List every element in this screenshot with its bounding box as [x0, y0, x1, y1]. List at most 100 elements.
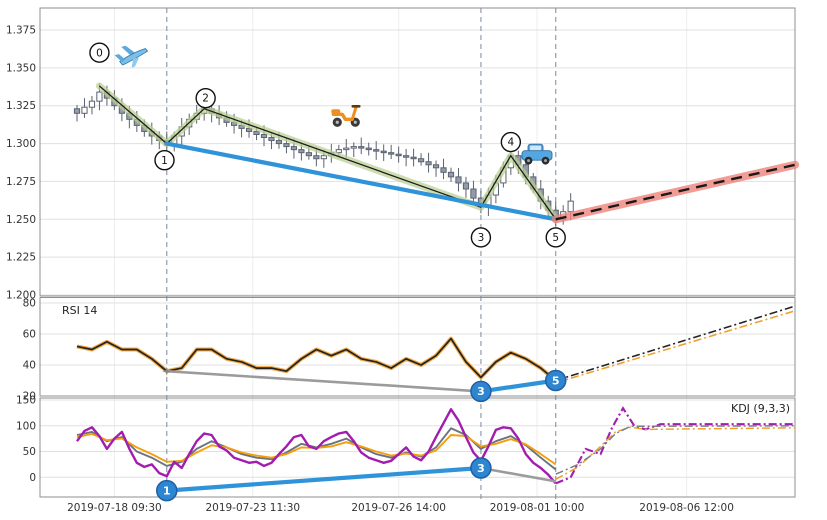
star-marker	[162, 366, 172, 376]
wave-marker-number: 1	[161, 155, 168, 167]
x-axis-tick-label: 2019-07-26 14:00	[351, 502, 446, 514]
rsi-gray-trendline	[166, 369, 481, 393]
candle-body	[73, 108, 81, 114]
candle-body	[410, 156, 417, 160]
candle-body	[358, 146, 365, 149]
candle-body	[470, 188, 477, 199]
kdj-marker-circle	[470, 457, 492, 479]
y-axis-tick-label: 1.200	[6, 290, 36, 302]
kdj-marker-circle	[156, 479, 178, 502]
wave-marker: 2	[195, 87, 216, 109]
candle-body	[298, 149, 305, 154]
y-axis-tick-label: 1.225	[6, 252, 36, 264]
wave-marker: 1	[154, 150, 175, 171]
airplane-shape	[114, 45, 149, 68]
zigzag-line	[98, 85, 557, 220]
trend-line-blue	[164, 141, 558, 222]
kdj-marker: 3	[470, 457, 492, 479]
gridlines: 1.375 1.350 1.325 1.300 1.275 1.250 1.225 1.200…	[6, 8, 795, 497]
candle-body	[290, 146, 298, 151]
wave-marker-circle	[545, 227, 566, 248]
wave-marker: 4	[500, 131, 522, 153]
candle-body	[320, 155, 327, 160]
y-axis-tick-label: 1.250	[6, 214, 36, 226]
y-axis-tick-label: 60	[23, 329, 36, 341]
panel-border	[39, 297, 796, 397]
y-axis-tick-label: 40	[23, 360, 36, 372]
airplane-body	[119, 48, 149, 66]
candle-body	[365, 147, 372, 151]
kdj-gray-trendline	[480, 466, 556, 483]
wave-marker: 0	[89, 42, 110, 63]
rsi-marker: 5	[544, 369, 567, 392]
candle-body	[462, 182, 470, 190]
rsi-line	[76, 337, 557, 382]
wave-marker-number: 5	[552, 232, 559, 244]
candle-body	[283, 143, 290, 148]
candle-body	[380, 150, 387, 154]
y-axis-tick-label: 1.275	[6, 176, 36, 188]
candle-body	[305, 152, 312, 157]
scooter-deck	[331, 112, 354, 121]
candle-body	[245, 127, 253, 132]
rsi-projection-line	[555, 310, 796, 384]
scooter-seat	[331, 109, 341, 114]
wave-marker-circle	[470, 227, 492, 248]
kdj-marker-number: 3	[477, 462, 485, 475]
y-axis-tick-label: 100	[16, 420, 36, 432]
candle-body	[432, 164, 440, 169]
candle-body	[268, 137, 275, 142]
rsi-indicator-label: RSI 14	[62, 304, 97, 317]
rsi-marker-number: 5	[552, 374, 560, 387]
airplane-icon	[114, 45, 149, 68]
airplane-lower-wing	[131, 57, 139, 68]
y-axis-tick-label: 80	[23, 298, 36, 310]
kdj-indicator-label: KDJ (9,3,3)	[731, 402, 790, 415]
wave-marker-number: 2	[202, 93, 209, 105]
candle-body	[388, 152, 395, 155]
candle-body	[425, 161, 432, 166]
x-axis-tick-label: 2019-08-06 12:00	[639, 502, 734, 514]
car-icon	[521, 143, 553, 165]
panel-border	[39, 397, 796, 498]
y-axis-tick-label: 150	[16, 395, 36, 407]
candle-body	[403, 155, 410, 158]
wave-marker: 5	[545, 227, 566, 248]
y-axis-tick-label: 50	[23, 446, 36, 458]
candle-body	[455, 176, 462, 184]
wave-marker-circle	[195, 87, 216, 109]
car-rear-hub	[527, 159, 531, 163]
kdj-projection-line	[555, 426, 796, 480]
kdj-projection-line	[555, 425, 796, 475]
candle-body	[440, 167, 447, 173]
x-axis-tick-label: 2019-08-01 10:00	[490, 502, 585, 514]
kdj-blue-trendline	[164, 465, 483, 493]
x-axis-tick-label: 2019-07-18 09:30	[67, 502, 162, 514]
car-front-hub	[544, 159, 548, 163]
wave-marker-circle	[500, 131, 522, 153]
rsi-marker-number: 3	[477, 385, 485, 398]
candle-body	[447, 171, 455, 178]
y-axis-tick-label: 1.375	[6, 25, 36, 37]
candle-body	[253, 130, 260, 135]
rsi-blue-trendline	[478, 378, 558, 394]
wave-marker-number: 3	[478, 232, 485, 244]
rsi-projection-line	[555, 305, 796, 382]
y-axis-tick-label: 1.300	[6, 138, 36, 150]
candle-body	[373, 149, 380, 152]
candle-body	[343, 147, 350, 151]
x-axis-tick-label: 2019-07-23 11:30	[205, 502, 300, 514]
y-axis-tick-label: 20	[23, 391, 36, 403]
wave-marker-number: 4	[507, 137, 514, 149]
candle-body	[313, 155, 320, 160]
candle-body	[81, 106, 88, 114]
wave-marker-circle	[154, 150, 175, 171]
wave-marker-circle	[89, 42, 110, 63]
candle-body	[417, 158, 425, 163]
candle-body	[395, 153, 402, 157]
kdj-marker-number: 1	[163, 484, 171, 497]
car-window	[530, 145, 542, 152]
kdj-j-line	[76, 408, 557, 485]
